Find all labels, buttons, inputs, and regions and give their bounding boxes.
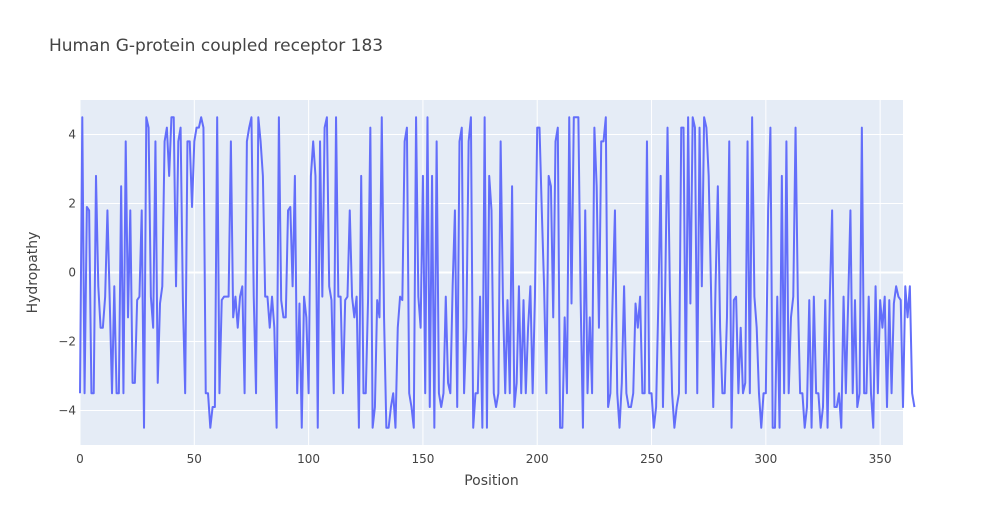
x-tick-label: 0 bbox=[76, 452, 84, 466]
x-tick-label: 250 bbox=[640, 452, 663, 466]
x-tick-label: 50 bbox=[187, 452, 202, 466]
x-tick-label: 150 bbox=[411, 452, 434, 466]
hydropathy-line bbox=[79, 116, 916, 429]
y-tick-label: 4 bbox=[68, 128, 76, 142]
tick-labels: 0 50 100 150 200 250 300 350 −4 −2 0 2 4 bbox=[58, 128, 891, 467]
x-tick-label: 100 bbox=[297, 452, 320, 466]
x-tick-label: 350 bbox=[869, 452, 892, 466]
series-layer bbox=[79, 116, 916, 429]
y-axis-label: Hydropathy bbox=[25, 232, 41, 314]
y-tick-label: −4 bbox=[58, 404, 76, 418]
x-tick-label: 300 bbox=[754, 452, 777, 466]
chart-title: Human G-protein coupled receptor 183 bbox=[49, 36, 383, 56]
x-tick-label: 200 bbox=[526, 452, 549, 466]
x-axis-label: Position bbox=[464, 473, 519, 489]
y-tick-label: 2 bbox=[68, 197, 76, 211]
y-tick-label: −2 bbox=[58, 335, 76, 349]
y-tick-label: 0 bbox=[68, 266, 76, 280]
